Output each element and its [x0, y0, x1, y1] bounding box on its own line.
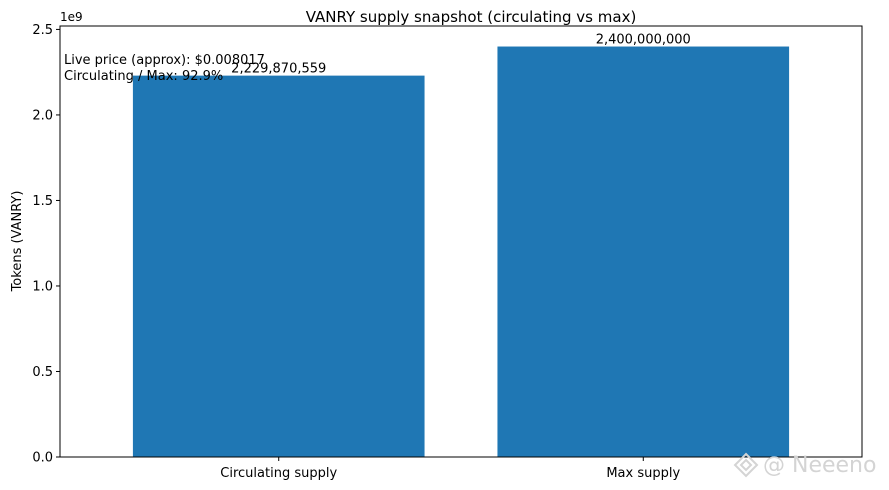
y-tick-label-5: 2.5: [32, 23, 53, 38]
annotation-ratio: Circulating / Max: 92.9%: [64, 69, 223, 84]
y-tick-label-1: 0.5: [32, 365, 53, 380]
x-tick-label-0: Circulating supply: [220, 466, 337, 481]
y-multiplier-label: 1e9: [60, 10, 83, 24]
x-tick-label-1: Max supply: [606, 466, 680, 481]
diamond-logo-icon: [733, 452, 759, 478]
y-tick-label-3: 1.5: [32, 194, 53, 209]
annotation-price: Live price (approx): $0.008017: [64, 53, 265, 68]
data-label-0: 2,229,870,559: [231, 62, 326, 77]
watermark-text: @ Neeeno: [763, 452, 877, 478]
chart-title: VANRY supply snapshot (circulating vs ma…: [306, 8, 637, 26]
bars-layer: [132, 46, 790, 458]
data-label-1: 2,400,000,000: [596, 33, 691, 48]
data-labels: 2,229,870,559 2,400,000,000: [231, 33, 691, 77]
y-axis: 0.0 0.5 1.0 1.5 2.0 2.5: [32, 23, 60, 466]
watermark: @ Neeeno: [733, 450, 876, 480]
y-tick-label-2: 1.0: [32, 279, 53, 294]
plot-frame: [59, 25, 863, 458]
bar-0: [132, 75, 425, 458]
y-axis-label: Tokens (VANRY): [10, 191, 25, 293]
y-tick-label-0: 0.0: [32, 451, 53, 466]
x-axis: Circulating supply Max supply: [220, 457, 680, 481]
bar-1: [497, 46, 790, 458]
y-tick-label-4: 2.0: [32, 108, 53, 123]
